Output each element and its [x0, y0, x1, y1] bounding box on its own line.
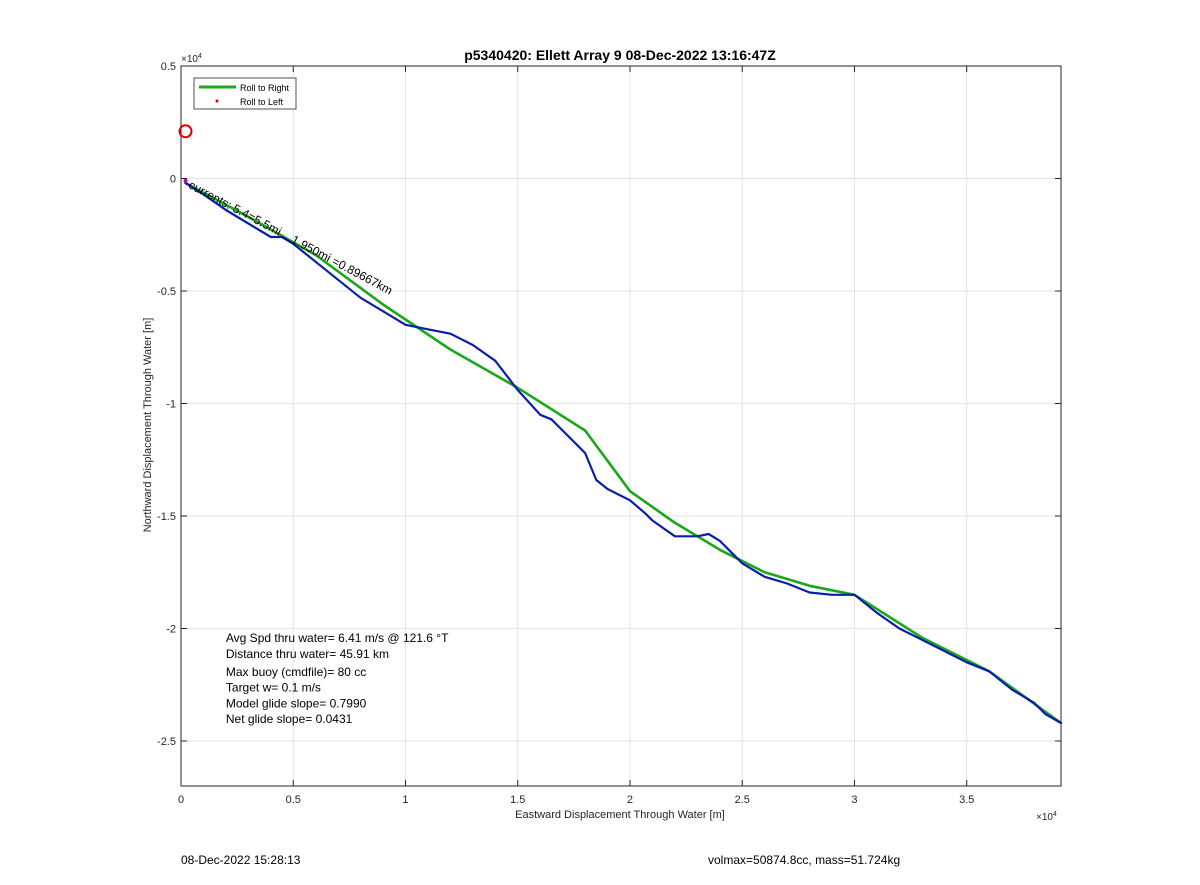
y-tick-label: -2	[166, 624, 176, 636]
legend: Roll to Right Roll to Left	[193, 77, 297, 110]
series-layer	[184, 181, 1063, 725]
footer-mass-info: volmax=50874.8cc, mass=51.724kg	[708, 853, 901, 867]
start-circle-marker	[178, 124, 193, 139]
annotation-line: Distance thru water= 45.91 km	[226, 647, 389, 661]
y-tick-label: -0.5	[157, 286, 176, 298]
y-exponent-label: ×104	[181, 53, 202, 65]
series-line-0	[184, 181, 1063, 725]
x-tick-label: 0.5	[286, 794, 301, 806]
y-exponent-base: ×10	[181, 54, 198, 65]
x-tick-label: 2.5	[735, 794, 750, 806]
y-tick-label: 0.5	[161, 61, 176, 73]
x-tick-label: 2	[627, 794, 633, 806]
y-tick-label: -1.5	[157, 511, 176, 523]
annotation-line: Avg Spd thru water= 6.41 m/s @ 121.6 °T	[226, 631, 449, 645]
x-exponent-label: ×104	[1036, 811, 1057, 823]
y-tick-label: -2.5	[157, 736, 176, 748]
x-tick-label: 0	[178, 794, 184, 806]
annotation-line: Model glide slope= 0.7990	[226, 696, 367, 710]
x-tick-label: 1	[402, 794, 408, 806]
marker-layer	[178, 124, 193, 183]
annotation-line: Net glide slope= 0.0431	[226, 712, 353, 726]
y-axis-label: Northward Displacement Through Water [m]	[142, 318, 154, 533]
y-exponent-power: 4	[198, 53, 202, 60]
ticks: 0 0.5 1 1.5 2 2.5 3 3.5 0.5 0 -0.5 -1 -1.5 -2 -2.5	[157, 61, 1061, 806]
legend-box	[193, 77, 297, 110]
annotation-line: Max buoy (cmdfile)= 80 cc	[226, 665, 366, 679]
y-tick-label: -1	[166, 399, 176, 411]
rotated-label-layer: currents: 5.4=5.5mi ...1.950mi =0.89667k…	[186, 178, 395, 298]
x-exponent-base: ×10	[1036, 812, 1053, 823]
rotated-distance-label: currents: 5.4=5.5mi ...1.950mi =0.89667k…	[186, 178, 395, 298]
annotation-line: Target w= 0.1 m/s	[226, 681, 321, 695]
legend-label-roll-left: Roll to Left	[240, 97, 284, 107]
x-axis-label: Eastward Displacement Through Water [m]	[515, 809, 725, 821]
grid-lines	[180, 65, 1061, 786]
axes-box	[180, 65, 1062, 787]
start-dot-marker	[183, 178, 188, 183]
annotations: Avg Spd thru water= 6.41 m/s @ 121.6 °T D…	[226, 631, 449, 726]
footer-timestamp: 08-Dec-2022 15:28:13	[181, 853, 301, 867]
x-tick-label: 1.5	[510, 794, 525, 806]
x-exponent-power: 4	[1053, 811, 1057, 818]
x-tick-label: 3.5	[959, 794, 974, 806]
y-tick-label: 0	[170, 174, 176, 186]
legend-label-roll-right: Roll to Right	[240, 83, 290, 93]
x-tick-label: 3	[851, 794, 857, 806]
chart-title: p5340420: Ellett Array 9 08-Dec-2022 13:…	[464, 47, 776, 63]
series-line-1	[184, 181, 1063, 725]
legend-swatch-roll-left	[215, 99, 219, 103]
